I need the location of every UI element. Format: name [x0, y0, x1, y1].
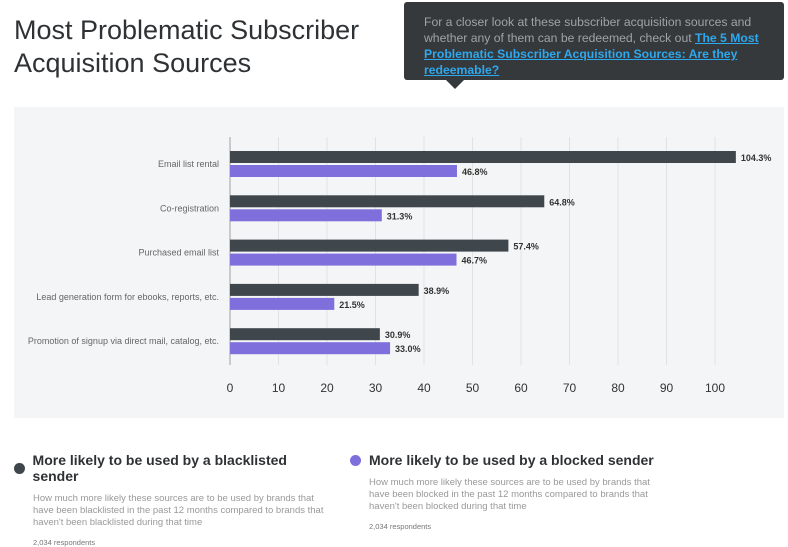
data-label: 57.4%: [513, 242, 539, 252]
x-tick-label: 60: [514, 381, 528, 395]
data-label: 104.3%: [741, 153, 772, 163]
info-tooltip: For a closer look at these subscriber ac…: [404, 2, 784, 89]
x-tick-label: 90: [660, 381, 674, 395]
legend-description: How much more likely these sources are t…: [33, 493, 324, 528]
bar: [230, 342, 391, 355]
x-tick-label: 100: [705, 381, 725, 395]
data-label: 30.9%: [385, 330, 411, 340]
category-label: Lead generation form for ebooks, reports…: [36, 292, 219, 302]
bar: [230, 151, 736, 163]
x-tick-label: 80: [611, 381, 625, 395]
article-link[interactable]: The 5 Most Problematic Subscriber Acquis…: [424, 31, 759, 77]
data-label: 21.5%: [339, 300, 365, 310]
legend-description: How much more likely these sources are t…: [369, 477, 650, 512]
legend-title: More likely to be used by a blacklisted …: [32, 452, 287, 484]
category-label: Purchased email list: [138, 248, 219, 258]
bar: [230, 253, 457, 266]
data-label: 46.8%: [462, 167, 488, 177]
tooltip-text: For a closer look at these subscriber ac…: [424, 15, 752, 45]
data-label: 64.8%: [549, 197, 575, 207]
category-label: Email list rental: [158, 159, 219, 169]
category-label: Co-registration: [160, 203, 219, 213]
bar: [230, 283, 419, 296]
legend-blacklisted: More likely to be used by a blacklisted …: [14, 452, 324, 547]
bar: [230, 239, 509, 252]
x-tick-label: 0: [227, 381, 234, 395]
bar: [230, 297, 335, 310]
chart-panel: 0 10 20 30 40 50 60 70 80 90 100 Email list rental 1…: [14, 107, 784, 418]
respondents-count: 2,034 respondents: [33, 538, 96, 547]
x-tick-label: 20: [320, 381, 334, 395]
x-tick-label: 70: [563, 381, 577, 395]
category-label: Promotion of signup via direct mail, cat…: [28, 336, 219, 346]
bar: [230, 195, 545, 208]
bar-chart: 0 10 20 30 40 50 60 70 80 90 100 Email list rental 1…: [28, 137, 772, 395]
respondents-count: 2,034 respondents: [369, 522, 432, 531]
x-tick-label: 30: [369, 381, 383, 395]
legend-title: More likely to be used by a blocked send…: [369, 452, 654, 468]
bar: [230, 165, 457, 177]
legend-dot-icon: [350, 454, 361, 466]
legend-dot-icon: [14, 462, 25, 474]
legend-blocked: More likely to be used by a blocked send…: [350, 452, 660, 531]
x-tick-label: 40: [417, 381, 431, 395]
bar: [230, 209, 382, 222]
bar: [230, 328, 380, 341]
data-label: 33.0%: [395, 344, 421, 354]
data-label: 46.7%: [461, 256, 487, 266]
page-title: Most Problematic Subscriber Acquisition S…: [14, 15, 360, 78]
x-tick-label: 10: [272, 381, 286, 395]
data-label: 31.3%: [387, 211, 413, 221]
x-tick-label: 50: [466, 381, 480, 395]
data-label: 38.9%: [424, 286, 450, 296]
